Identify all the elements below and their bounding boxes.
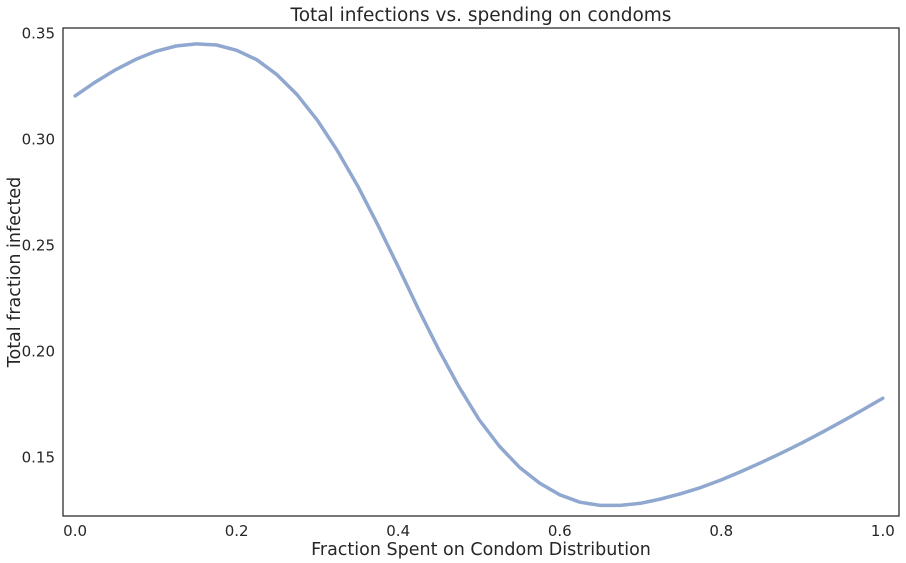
x-axis-label: Fraction Spent on Condom Distribution: [311, 540, 651, 560]
x-tick-label: 0.6: [548, 522, 572, 540]
y-tick-label: 0.30: [22, 130, 55, 148]
x-tick-label: 1.0: [871, 522, 895, 540]
y-axis-label: Total fraction infected: [5, 177, 25, 368]
y-tick-label: 0.35: [22, 24, 55, 42]
y-tick-label: 0.25: [22, 236, 55, 254]
chart-title: Total infections vs. spending on condoms: [290, 5, 672, 26]
x-axis-ticks: 0.0 0.2 0.4 0.6 0.8 1.0: [63, 522, 895, 540]
plot-area: [62, 27, 900, 517]
y-tick-label: 0.15: [22, 449, 55, 467]
x-tick-label: 0.4: [386, 522, 410, 540]
x-tick-label: 0.8: [709, 522, 733, 540]
y-axis-ticks: 0.15 0.20 0.25 0.30 0.35: [22, 24, 55, 466]
x-tick-label: 0.2: [225, 522, 249, 540]
series-layer: [73, 42, 885, 508]
x-tick-label: 0.0: [63, 522, 87, 540]
y-tick-label: 0.20: [22, 343, 55, 361]
series-line: [73, 42, 885, 508]
